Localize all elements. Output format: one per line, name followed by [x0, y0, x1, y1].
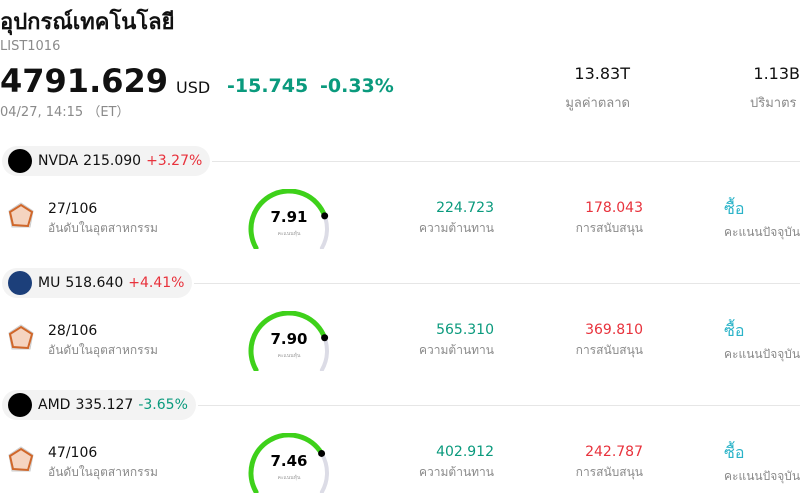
score-label: คะแนนหุ้น	[278, 352, 301, 359]
support: 178.043	[585, 200, 643, 216]
stat-label: มูลค่าตลาด	[565, 96, 630, 111]
rating: ซื้อ	[724, 443, 745, 462]
stock-price: 335.127	[75, 397, 134, 413]
score: 7.90	[270, 330, 307, 348]
score-gauge: 7.90 คะแนนหุ้น	[248, 311, 329, 371]
price: 4791.629	[0, 62, 169, 100]
stock-logo	[8, 149, 32, 173]
resistance-label: ความต้านทาน	[419, 343, 494, 357]
stock-pill: MU 518.640 +4.41%	[2, 268, 193, 298]
rating: ซื้อ	[724, 199, 745, 218]
ticker: MU	[38, 275, 61, 291]
stat-value: 1.13B	[753, 64, 800, 83]
support: 242.787	[585, 444, 643, 460]
separator	[198, 405, 800, 406]
rank-label: อันดับในอุตสาหกรรม	[48, 465, 158, 479]
resistance: 224.723	[436, 200, 494, 216]
resistance-label: ความต้านทาน	[419, 221, 494, 235]
score: 7.46	[270, 452, 307, 470]
rank: 27/106	[48, 201, 98, 217]
score-gauge: 7.46 คะแนนหุ้น	[248, 433, 329, 493]
resistance: 402.912	[436, 444, 494, 460]
rating: ซื้อ	[724, 321, 745, 340]
radar-icon	[8, 324, 34, 350]
rank-label: อันดับในอุตสาหกรรม	[48, 221, 158, 235]
rating-label: คะแนนปัจจุบัน	[724, 347, 800, 361]
radar-shape	[8, 325, 34, 350]
stat-value: 13.83T	[574, 64, 630, 83]
gauge-dot	[321, 334, 329, 342]
rank-label: อันดับในอุตสาหกรรม	[48, 343, 158, 357]
time: 04/27, 14:15 （ET）	[0, 105, 130, 120]
radar-shape	[8, 447, 34, 472]
separator	[212, 161, 800, 162]
currency: USD	[176, 78, 211, 97]
support: 369.810	[585, 322, 643, 338]
stock-logo	[8, 271, 32, 295]
stock-change: +4.41%	[128, 275, 185, 291]
separator	[194, 283, 800, 284]
score-label: คะแนนหุ้น	[278, 474, 301, 481]
radar-icon	[8, 202, 34, 228]
score: 7.91	[270, 208, 307, 226]
title: อุปกรณ์เทคโนโลยี	[0, 10, 175, 35]
stock-price: 215.090	[83, 153, 142, 169]
gauge-dot	[321, 212, 329, 220]
stock-change: -3.65%	[138, 397, 188, 413]
ticker: AMD	[38, 397, 71, 413]
resistance-label: ความต้านทาน	[419, 465, 494, 479]
rank: 47/106	[48, 445, 98, 461]
gauge-value	[248, 433, 325, 493]
stock-change: +3.27%	[146, 153, 203, 169]
change: -15.745	[227, 75, 309, 97]
stock-logo	[8, 393, 32, 417]
gauge-dot	[318, 449, 326, 457]
gauge-value	[248, 189, 328, 249]
score-label: คะแนนหุ้น	[278, 230, 301, 237]
change-pct: -0.33%	[320, 75, 394, 97]
support-label: การสนับสนุน	[575, 465, 643, 479]
rank: 28/106	[48, 323, 98, 339]
stock-price: 518.640	[65, 275, 124, 291]
ticker: NVDA	[38, 153, 79, 169]
gauge-value	[248, 311, 328, 371]
radar-shape	[8, 203, 34, 228]
radar-icon	[8, 446, 34, 472]
rating-label: คะแนนปัจจุบัน	[724, 225, 800, 239]
stock-pill: AMD 335.127 -3.65%	[2, 390, 196, 420]
score-gauge: 7.91 คะแนนหุ้น	[248, 189, 329, 249]
stat-label: ปริมาตร	[750, 96, 797, 111]
stock-pill: NVDA 215.090 +3.27%	[2, 146, 211, 176]
resistance: 565.310	[436, 322, 494, 338]
code: LIST1016	[0, 39, 61, 54]
support-label: การสนับสนุน	[575, 343, 643, 357]
support-label: การสนับสนุน	[575, 221, 643, 235]
rating-label: คะแนนปัจจุบัน	[724, 469, 800, 483]
